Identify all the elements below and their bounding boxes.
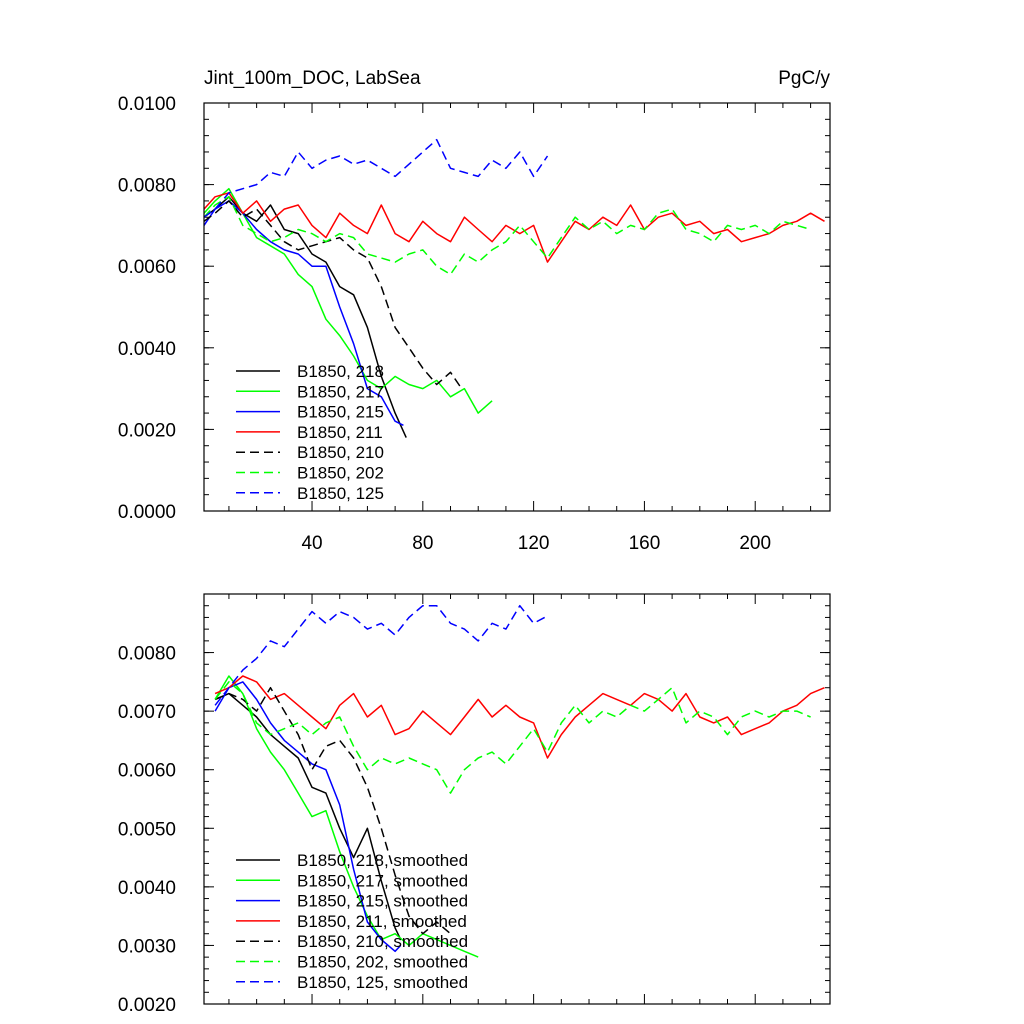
top-ytick-label: 0.0020 — [118, 420, 176, 441]
top-xtick-label: 40 — [301, 533, 322, 554]
bottom-legend-label: B1850, 202, smoothed — [297, 953, 468, 972]
top-legend-label: B1850, 218 — [297, 362, 384, 381]
top-ytick-label: 0.0060 — [118, 257, 176, 278]
bottom-series-line-4 — [214, 675, 825, 759]
top-legend-label: B1850, 211 — [297, 423, 383, 442]
bottom-series-line-3 — [214, 681, 402, 953]
bottom-series-line-5 — [214, 686, 451, 935]
top-series-line-6 — [203, 196, 811, 276]
chart-title: Jint_100m_DOC, LabSea — [204, 68, 421, 89]
top-series-line-2 — [203, 187, 493, 414]
bottom-ytick-label: 0.0060 — [118, 761, 176, 782]
bottom-ytick-label: 0.0080 — [118, 644, 176, 665]
top-plot-frame — [203, 102, 831, 512]
bottom-legend-label: B1850, 125, smoothed — [297, 973, 468, 992]
top-legend-label: B1850, 215 — [297, 403, 384, 422]
top-series-line-4 — [203, 192, 825, 263]
top-legend-label: B1850, 217 — [297, 382, 384, 401]
top-series — [203, 138, 825, 438]
bottom-panel: 0.0020 0.0030 0.0040 0.0050 0.0060 0.0070 0.00… — [118, 593, 831, 1016]
bottom-plot-frame — [203, 593, 831, 1005]
top-xtick-label: 120 — [518, 533, 550, 554]
top-axes: 0.0000 0.0020 0.0040 0.0060 0.0080 0.0100 40 80… — [118, 94, 830, 554]
bottom-ytick-label: 0.0040 — [118, 878, 176, 899]
bottom-legend-label: B1850, 215, smoothed — [297, 892, 468, 911]
top-panel: Jint_100m_DOC, LabSea PgC/y 0.0000 0.0020… — [118, 68, 831, 554]
bottom-series-line-6 — [214, 681, 811, 794]
top-legend-label: B1850, 202 — [297, 464, 384, 483]
bottom-legend-label: B1850, 211, smoothed — [297, 912, 467, 931]
units-label: PgC/y — [778, 68, 830, 89]
top-series-line-5 — [203, 200, 463, 390]
top-xtick-label: 200 — [739, 533, 771, 554]
bottom-ytick-label: 0.0070 — [118, 702, 176, 723]
top-ytick-label: 0.0040 — [118, 339, 176, 360]
top-xtick-label: 160 — [629, 533, 661, 554]
top-legend-label: B1850, 125 — [297, 484, 384, 503]
top-series-line-1 — [203, 196, 407, 438]
bottom-series-line-7 — [214, 604, 546, 706]
bottom-legend-label: B1850, 210, smoothed — [297, 932, 468, 951]
top-series-line-7 — [203, 138, 549, 218]
bottom-legend-label: B1850, 218, smoothed — [297, 851, 468, 870]
bottom-series — [214, 604, 825, 958]
bottom-legend-label: B1850, 217, smoothed — [297, 871, 468, 890]
bottom-axes: 0.0020 0.0030 0.0040 0.0050 0.0060 0.0070 0.00… — [118, 593, 830, 1016]
bottom-series-line-1 — [214, 692, 402, 940]
top-ytick-label: 0.0000 — [118, 502, 176, 523]
bottom-series-line-2 — [214, 675, 479, 958]
top-series-line-3 — [203, 200, 404, 426]
top-ytick-label: 0.0100 — [118, 94, 176, 115]
bottom-ytick-label: 0.0020 — [118, 995, 176, 1016]
bottom-ytick-label: 0.0030 — [118, 936, 176, 957]
bottom-ytick-label: 0.0050 — [118, 819, 176, 840]
top-ytick-label: 0.0080 — [118, 176, 176, 197]
top-legend-label: B1850, 210 — [297, 443, 384, 462]
top-xtick-label: 80 — [412, 533, 433, 554]
